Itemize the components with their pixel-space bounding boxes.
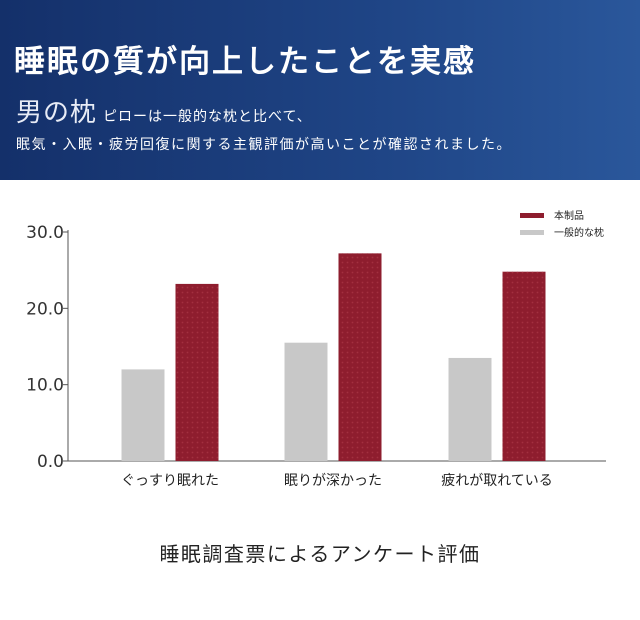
chart-labels: ぐっすり眠れた 眠りが深かった 疲れが取れている bbox=[121, 472, 553, 489]
y-tick-label: 10.0 bbox=[26, 376, 64, 396]
bar-product-texture bbox=[502, 271, 546, 461]
bar-generic-pillow bbox=[284, 342, 328, 461]
bar-chart: 0.0 10.0 20.0 30.0 ぐっすり眠れた 眠りが深かった 疲れが取れている 本… bbox=[0, 195, 640, 495]
y-tick-label: 20.0 bbox=[26, 299, 64, 319]
bar-generic-pillow bbox=[121, 369, 165, 461]
bar-product-texture bbox=[338, 253, 382, 461]
description-line-1: ピローは一般的な枕と比べて、 bbox=[103, 109, 312, 125]
chart-caption: 睡眠調査票によるアンケート評価 bbox=[159, 542, 481, 566]
chart-bars bbox=[121, 253, 546, 461]
description-line-2: 眠気・入眠・疲労回復に関する主観評価が高いことが確認されました。 bbox=[16, 137, 512, 153]
legend-swatch bbox=[520, 230, 544, 235]
bar-generic-pillow bbox=[448, 357, 492, 461]
bar-product-texture bbox=[175, 283, 219, 461]
legend-swatch bbox=[520, 213, 544, 218]
legend-label: 一般的な枕 bbox=[554, 226, 604, 239]
x-category-label: 疲れが取れている bbox=[441, 472, 553, 489]
x-category-label: ぐっすり眠れた bbox=[121, 473, 219, 489]
brand-name: 男の枕 bbox=[16, 98, 98, 128]
y-tick-label: 0.0 bbox=[37, 452, 64, 472]
page-title: 睡眠の質が向上したことを実感 bbox=[14, 44, 476, 80]
brand-line: 男の枕 ピローは一般的な枕と比べて、 bbox=[16, 92, 312, 129]
header-banner: 睡眠の質が向上したことを実感 男の枕 ピローは一般的な枕と比べて、 眠気・入眠・疲… bbox=[0, 0, 640, 180]
y-tick-label: 30.0 bbox=[26, 223, 64, 243]
bar-chart-svg: 0.0 10.0 20.0 30.0 ぐっすり眠れた 眠りが深かった 疲れが取れている 本… bbox=[26, 209, 606, 489]
legend-label: 本制品 bbox=[554, 209, 584, 222]
x-category-label: 眠りが深かった bbox=[284, 473, 382, 489]
